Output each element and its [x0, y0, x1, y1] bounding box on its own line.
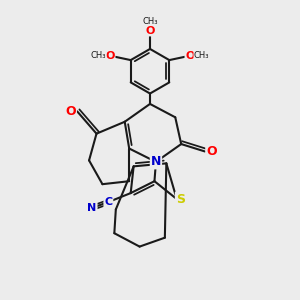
Text: O: O: [185, 51, 195, 61]
Text: O: O: [65, 105, 76, 118]
Text: C: C: [104, 197, 112, 207]
Text: CH₃: CH₃: [91, 50, 106, 59]
Text: O: O: [206, 145, 217, 158]
Text: N: N: [151, 155, 161, 168]
Text: S: S: [176, 193, 185, 206]
Text: O: O: [145, 26, 155, 35]
Text: N: N: [87, 203, 97, 213]
Text: O: O: [105, 51, 115, 61]
Text: CH₃: CH₃: [194, 50, 209, 59]
Text: CH₃: CH₃: [142, 16, 158, 26]
